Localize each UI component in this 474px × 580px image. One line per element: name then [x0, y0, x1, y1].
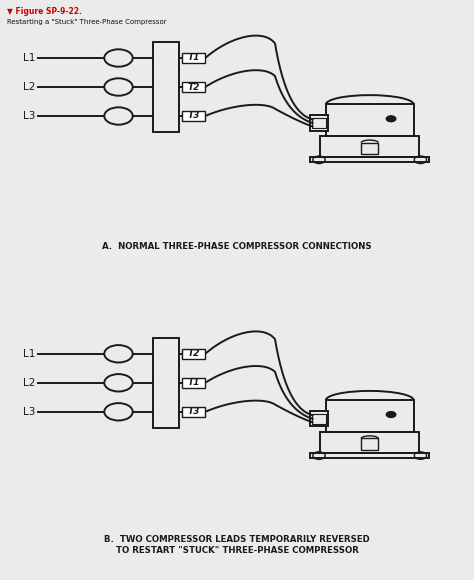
- Bar: [361, 438, 378, 450]
- Bar: [361, 143, 378, 154]
- Bar: [310, 157, 429, 162]
- Text: Restarting a "Stuck" Three-Phase Compressor: Restarting a "Stuck" Three-Phase Compres…: [7, 19, 167, 25]
- Text: T3: T3: [188, 111, 200, 121]
- Text: T2: T2: [188, 82, 200, 92]
- Bar: [153, 338, 179, 428]
- FancyBboxPatch shape: [182, 82, 205, 92]
- FancyBboxPatch shape: [182, 407, 205, 416]
- Text: A.  NORMAL THREE-PHASE COMPRESSOR CONNECTIONS: A. NORMAL THREE-PHASE COMPRESSOR CONNECT…: [102, 242, 372, 251]
- Text: T1: T1: [188, 378, 200, 387]
- Text: L3: L3: [23, 407, 36, 417]
- Text: T2: T2: [188, 349, 200, 358]
- Bar: [310, 115, 328, 130]
- Circle shape: [386, 412, 396, 418]
- Text: L3: L3: [23, 111, 36, 121]
- Text: L2: L2: [23, 378, 36, 388]
- FancyBboxPatch shape: [182, 53, 205, 63]
- Text: T3: T3: [188, 407, 200, 416]
- Bar: [310, 453, 429, 458]
- Text: L1: L1: [23, 349, 36, 359]
- Bar: [312, 118, 326, 128]
- Text: T1: T1: [188, 53, 200, 63]
- FancyBboxPatch shape: [182, 111, 205, 121]
- Text: ▼ Figure SP-9-22.: ▼ Figure SP-9-22.: [7, 8, 82, 16]
- Text: L1: L1: [23, 53, 36, 63]
- FancyBboxPatch shape: [182, 349, 205, 358]
- Bar: [326, 104, 413, 136]
- Bar: [312, 414, 326, 424]
- Bar: [310, 411, 328, 426]
- Text: L2: L2: [23, 82, 36, 92]
- Bar: [153, 42, 179, 132]
- Bar: [320, 136, 419, 157]
- Circle shape: [386, 116, 396, 122]
- Bar: [320, 432, 419, 453]
- FancyBboxPatch shape: [182, 378, 205, 387]
- Text: B.  TWO COMPRESSOR LEADS TEMPORARILY REVERSED
TO RESTART "STUCK" THREE-PHASE COM: B. TWO COMPRESSOR LEADS TEMPORARILY REVE…: [104, 535, 370, 555]
- Bar: [326, 400, 413, 432]
